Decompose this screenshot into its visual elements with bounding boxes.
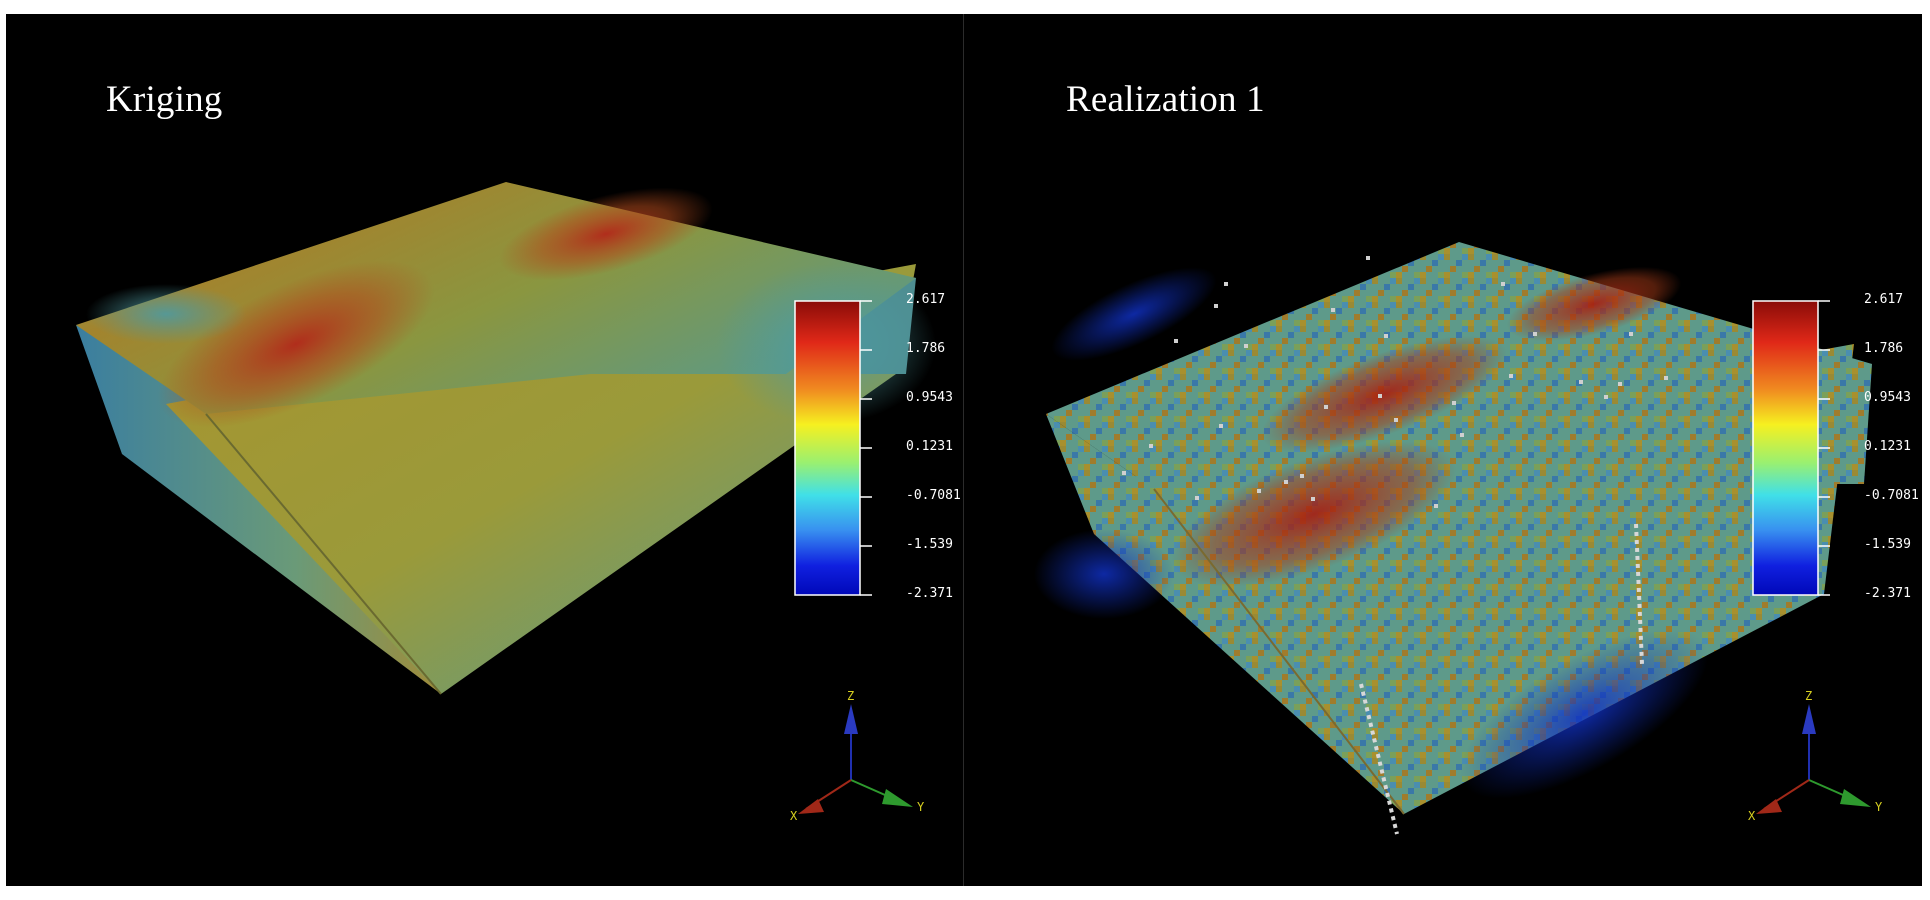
z-axis-label: Z [1805,689,1812,703]
colorbar-tick-label: -1.539 [906,537,953,552]
kriging-high-zone [499,187,713,281]
panel-title-realization: Realization 1 [1066,79,1265,120]
colorbar-tick-marks [860,300,872,596]
y-axis-arrow-icon [1840,789,1871,807]
panel-divider [963,14,964,886]
well-trace [1359,683,1399,835]
realization-high-zone [1171,441,1457,587]
kriging-high-zone [157,260,435,428]
colorbar-tick-label: -1.539 [1864,537,1911,552]
kriging-colorbar: 2.617 1.786 0.9543 0.1231 -0.7081 -1.539… [794,292,961,601]
kriging-low-zone [86,284,246,344]
x-axis-arrow-icon [1756,799,1782,814]
realization-block-edge [1153,488,1405,815]
realization-high-zone [1506,266,1682,342]
y-axis-arrow-icon [882,789,913,807]
realization-high-zone [1261,335,1507,453]
y-axis-label: Y [917,800,925,814]
colorbar-tick-label: -2.371 [1864,586,1911,601]
realization-left-face [1046,414,1404,814]
kriging-left-face [76,325,441,694]
kriging-orientation-axes: Z Y X [790,689,925,823]
realization-low-zone [1034,529,1174,619]
colorbar-tick-label: 1.786 [906,341,945,356]
x-axis-label: X [790,809,798,823]
z-axis-arrow-icon [1802,704,1816,734]
colorbar-tick-label: -0.7081 [906,488,961,503]
colorbar-tick-label: 0.1231 [906,439,953,454]
z-axis-label: Z [847,689,854,703]
colorbar-tick-label: 2.617 [1864,292,1903,307]
realization-colorbar: 2.617 1.786 0.9543 0.1231 -0.7081 -1.539… [1752,292,1919,601]
panel-title-kriging: Kriging [106,79,223,120]
kriging-3d-scene[interactable]: 2.617 1.786 0.9543 0.1231 -0.7081 -1.539… [6,14,963,886]
x-axis-arrow-icon [798,799,824,814]
realization-3d-scene[interactable]: 2.617 1.786 0.9543 0.1231 -0.7081 -1.539… [964,14,1922,886]
x-axis-label: X [1748,809,1756,823]
colorbar-tick-label: -0.7081 [1864,488,1919,503]
kriging-viewport[interactable]: Kriging [6,14,963,886]
colorbar-tick-marks [1818,300,1830,596]
colorbar-gradient [794,300,861,596]
realization-block[interactable] [1034,242,1872,835]
z-axis-arrow-icon [844,704,858,734]
colorbar-tick-label: 0.9543 [1864,390,1911,405]
realization-orientation-axes: Z Y X [1748,689,1883,823]
realization-low-zone [1051,267,1217,361]
conditioning-data-points [1122,256,1668,508]
realization-viewport[interactable]: Realization 1 [964,14,1922,886]
colorbar-tick-label: 2.617 [906,292,945,307]
colorbar-gradient [1752,300,1819,596]
kriging-block-edge [205,413,442,695]
realization-low-zone [1459,629,1709,799]
kriging-block[interactable] [76,169,936,695]
colorbar-tick-label: -2.371 [906,586,953,601]
colorbar-tick-label: 0.1231 [1864,439,1911,454]
colorbar-tick-label: 0.9543 [906,390,953,405]
colorbar-tick-label: 1.786 [1864,341,1903,356]
y-axis-label: Y [1875,800,1883,814]
